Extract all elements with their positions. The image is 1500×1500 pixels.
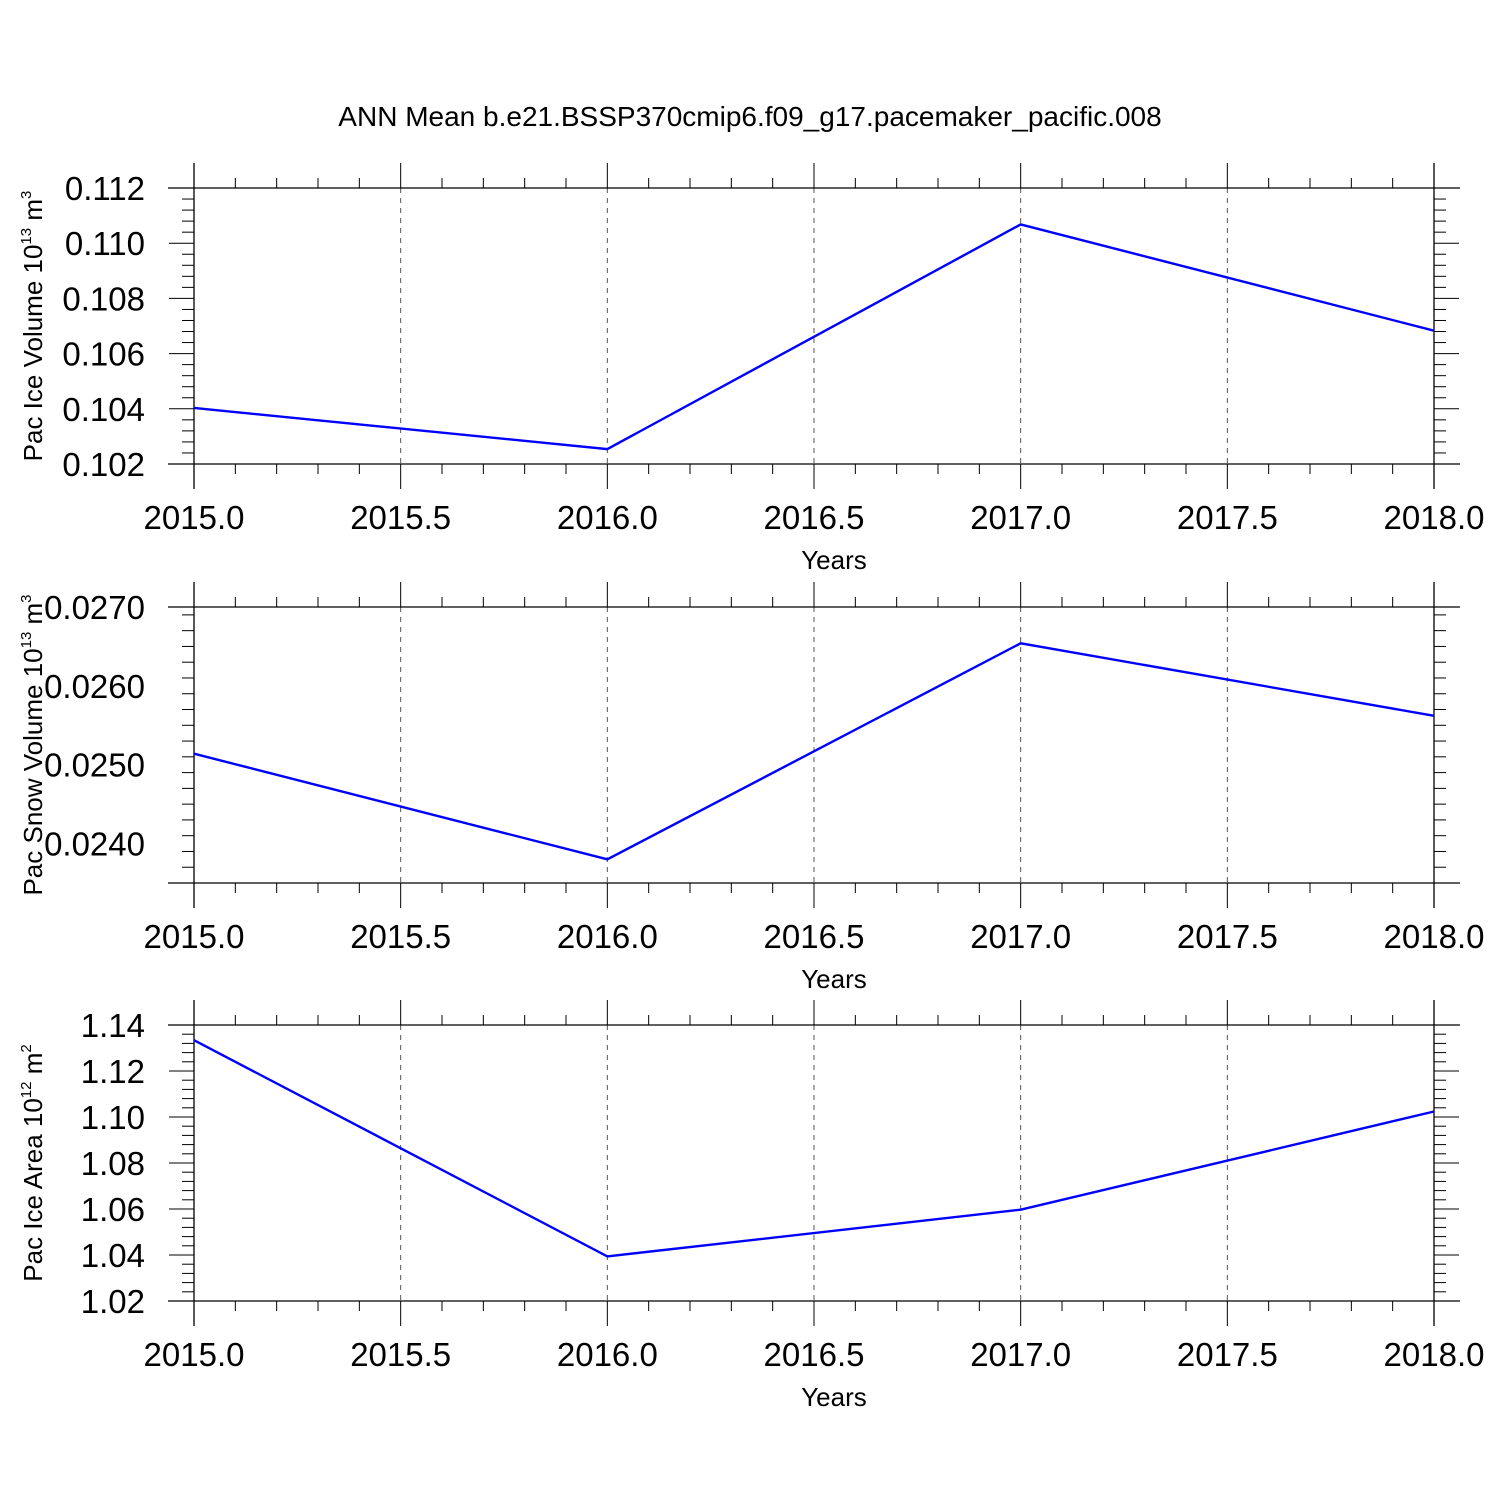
y-tick-label: 0.110 bbox=[65, 225, 145, 262]
x-tick-label: 2017.0 bbox=[970, 918, 1071, 955]
x-tick-label: 2018.0 bbox=[1384, 499, 1485, 536]
y-axis-title-superscript: 3 bbox=[18, 191, 35, 199]
y-axis-title: Pac Ice Volume 1013 m3 bbox=[18, 191, 48, 462]
chart-panel-2: 2015.0 2015.5 2016.0 2016.5 2017.0 2017.5 2018… bbox=[18, 582, 1484, 994]
y-axis-title-text: Pac Ice Volume 10 bbox=[18, 245, 48, 462]
y-tick-label: 1.10 bbox=[81, 1099, 145, 1136]
chart-panel-3: 2015.0 2015.5 2016.0 2016.5 2017.0 2017.5 2018… bbox=[18, 1000, 1484, 1412]
x-tick-label: 2017.0 bbox=[970, 499, 1071, 536]
y-tick-label: 0.102 bbox=[62, 446, 145, 483]
x-tick-label: 2015.0 bbox=[144, 1336, 245, 1373]
y-axis-title-text: m bbox=[18, 199, 48, 228]
x-tick-label: 2016.0 bbox=[557, 1336, 658, 1373]
y-tick-label: 0.0260 bbox=[44, 668, 145, 705]
x-axis-title: Years bbox=[801, 545, 867, 575]
y-tick-label: 0.0270 bbox=[44, 589, 145, 626]
x-tick-label: 2016.5 bbox=[764, 918, 865, 955]
x-tick-label: 2015.5 bbox=[350, 499, 451, 536]
y-axis-title: Pac Snow Volume 1013 m3 bbox=[18, 594, 48, 895]
y-axis-title-superscript: 2 bbox=[18, 1044, 35, 1052]
panels: 2015.0 2015.5 2016.0 2016.5 2017.0 2017.5 2018… bbox=[18, 163, 1484, 1412]
y-axis-title-superscript: 3 bbox=[18, 594, 35, 602]
y-tick-label: 1.02 bbox=[81, 1283, 145, 1320]
x-tick-label: 2018.0 bbox=[1384, 918, 1485, 955]
x-tick-label: 2016.0 bbox=[557, 918, 658, 955]
x-tick-label: 2017.0 bbox=[970, 1336, 1071, 1373]
x-tick-label: 2017.5 bbox=[1177, 1336, 1278, 1373]
y-tick-label: 1.12 bbox=[81, 1053, 145, 1090]
x-axis-title: Years bbox=[801, 964, 867, 994]
y-tick-label: 0.112 bbox=[65, 170, 145, 207]
y-tick-label: 1.06 bbox=[81, 1191, 145, 1228]
x-tick-label: 2016.5 bbox=[764, 1336, 865, 1373]
x-tick-label: 2016.5 bbox=[764, 499, 865, 536]
y-axis-title-text: m bbox=[18, 1053, 48, 1082]
y-axis-title-superscript: 12 bbox=[18, 1081, 35, 1098]
y-tick-label: 0.0240 bbox=[44, 826, 145, 863]
y-tick-label: 1.14 bbox=[81, 1007, 145, 1044]
series-line bbox=[193, 223, 1435, 451]
y-axis-title-superscript: 13 bbox=[18, 228, 35, 245]
y-tick-label: 1.08 bbox=[81, 1145, 145, 1182]
x-tick-label: 2015.0 bbox=[144, 918, 245, 955]
y-axis-title-text: Pac Ice Area 10 bbox=[18, 1098, 48, 1282]
y-axis-title: Pac Ice Area 1012 m2 bbox=[18, 1044, 48, 1281]
x-tick-label: 2018.0 bbox=[1384, 1336, 1485, 1373]
chart-title: ANN Mean b.e21.BSSP370cmip6.f09_g17.pace… bbox=[338, 101, 1161, 132]
y-axis-title-text: Pac Snow Volume 10 bbox=[18, 648, 48, 895]
y-tick-label: 1.04 bbox=[81, 1237, 145, 1274]
y-tick-label: 0.0250 bbox=[44, 747, 145, 784]
chart-panel-1: 2015.0 2015.5 2016.0 2016.5 2017.0 2017.5 2018… bbox=[18, 163, 1484, 575]
y-axis-title-superscript: 13 bbox=[18, 632, 35, 649]
x-tick-label: 2017.5 bbox=[1177, 499, 1278, 536]
y-tick-label: 0.106 bbox=[62, 336, 145, 373]
x-axis-title: Years bbox=[801, 1382, 867, 1412]
x-tick-label: 2017.5 bbox=[1177, 918, 1278, 955]
y-tick-label: 0.108 bbox=[62, 280, 145, 317]
x-tick-label: 2015.0 bbox=[144, 499, 245, 536]
series-line bbox=[193, 1039, 1435, 1258]
x-tick-label: 2015.5 bbox=[350, 1336, 451, 1373]
y-axis-title-text: m bbox=[18, 603, 48, 632]
series-line bbox=[193, 642, 1435, 861]
x-tick-label: 2015.5 bbox=[350, 918, 451, 955]
x-tick-label: 2016.0 bbox=[557, 499, 658, 536]
y-tick-label: 0.104 bbox=[62, 391, 145, 428]
